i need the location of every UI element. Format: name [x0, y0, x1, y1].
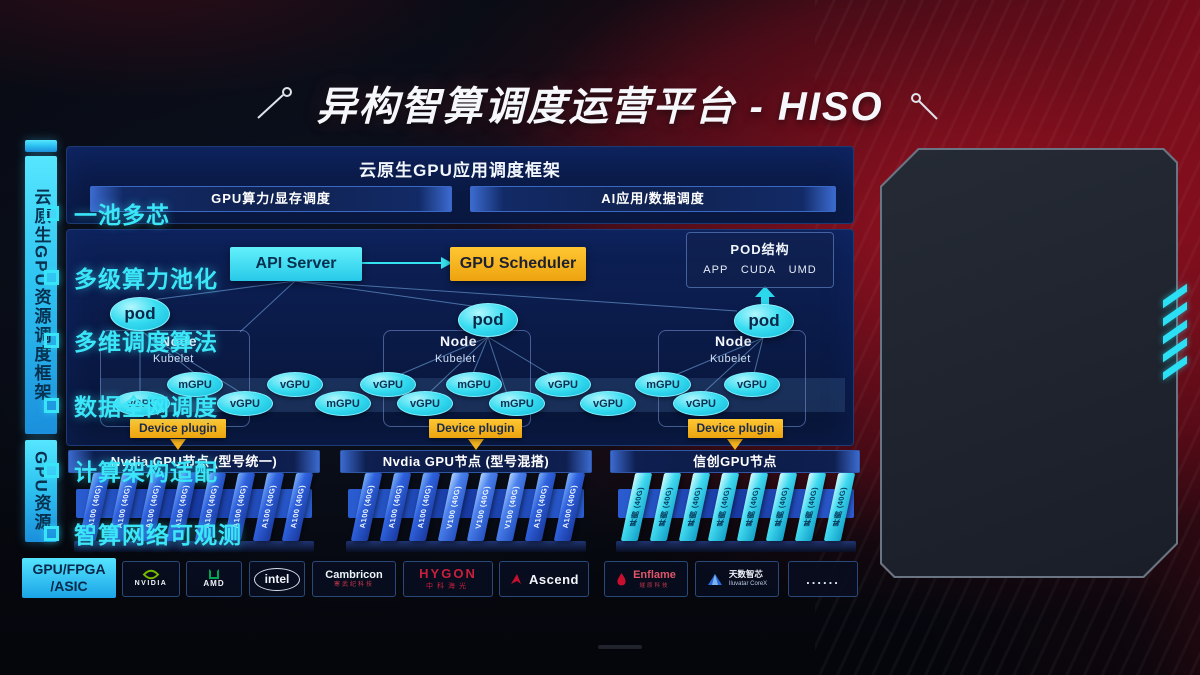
pod-struct-item-cuda: CUDA — [740, 264, 777, 276]
gpu-ellipse: vGPU — [267, 372, 323, 397]
title-left-circuit-decoration — [257, 87, 292, 119]
feature-item: 数据全网调度 — [44, 388, 218, 422]
gpu-ellipse: vGPU — [535, 372, 591, 397]
gpu-ellipse: mGPU — [315, 391, 371, 416]
gpu-ellipse: vGPU — [360, 372, 416, 397]
feature-panel — [880, 148, 1178, 578]
checkbox-bullet-icon — [44, 525, 59, 541]
node-1-kubelet: Kubelet — [153, 353, 194, 365]
feature-item: 多级算力池化 — [44, 260, 218, 294]
gpu-group-1-platform — [74, 541, 314, 552]
node-3-label: Node — [715, 333, 752, 349]
node-2-label: Node — [440, 333, 477, 349]
bar-gpu-compute-vram-scheduling: GPU算力/显存调度 — [90, 186, 452, 212]
title-right-circuit-decoration — [911, 93, 938, 120]
gpu-ellipse: vGPU — [673, 391, 729, 416]
device-plugin-2: Device plugin — [429, 419, 522, 438]
checkbox-bullet-icon — [44, 269, 59, 285]
iluvatar-triangle-icon — [707, 573, 722, 585]
pod-struct-title: POD结构 — [730, 242, 790, 257]
chip-label-line1: GPU/FPGA — [32, 561, 106, 578]
logo-nvidia: NVIDIA — [122, 561, 180, 597]
feature-panel-surface — [882, 150, 1176, 576]
logo-enflame: Enflame 燧原科技 — [604, 561, 688, 597]
gpu-group-2-platform — [346, 541, 586, 552]
gpu-ellipse: mGPU — [446, 372, 502, 397]
footer-mark — [598, 645, 642, 649]
intel-oval-icon: intel — [253, 567, 301, 591]
logo-iluvatar: 天数智芯 Iluvatar CoreX — [695, 561, 779, 597]
amd-square-icon — [209, 569, 219, 580]
pod-struct-box: POD结构 APP CUDA UMD — [686, 232, 834, 288]
arrow-pod-to-podstruct — [755, 286, 775, 306]
bar-ai-app-data-scheduling: AI应用/数据调度 — [470, 186, 836, 212]
node-2-kubelet: Kubelet — [435, 353, 476, 365]
gpu-ellipse: mGPU — [635, 372, 691, 397]
logo-amd: AMD — [186, 561, 242, 597]
app-framework-title: 云原生GPU应用调度框架 — [359, 161, 561, 180]
api-server-box: API Server — [230, 247, 362, 281]
gpu-ellipse: vGPU — [580, 391, 636, 416]
logo-intel: intel — [249, 561, 305, 597]
gpu-ellipse: mGPU — [167, 372, 223, 397]
checkbox-bullet-icon — [44, 332, 59, 348]
arrow-deviceplugin-1 — [170, 439, 186, 450]
gpu-ellipse: vGPU — [217, 391, 273, 416]
pod-ellipse-3: pod — [734, 304, 794, 338]
nvidia-eye-icon — [142, 570, 160, 580]
gpu-ellipse: vGPU — [114, 391, 170, 416]
logo-ascend: Ascend — [499, 561, 589, 597]
ascend-icon — [511, 574, 522, 584]
pod-struct-item-app: APP — [703, 264, 729, 276]
checkbox-bullet-icon — [44, 397, 59, 413]
rail-gpu-resources: GPU资源 — [25, 440, 57, 542]
rail-label: 云原生GPU资源调度框架 — [31, 188, 51, 402]
gpu-scheduler-box: GPU Scheduler — [450, 247, 586, 281]
feature-item: 计算架构适配 — [44, 453, 218, 487]
gpu-fpga-asic-label: GPU/FPGA /ASIC — [22, 558, 116, 598]
logo-hygon: HYGON 中科海光 — [403, 561, 493, 597]
node-1-label: Node — [160, 333, 197, 349]
pod-struct-item-umd: UMD — [788, 264, 817, 276]
gpu-group-3-header: 信创GPU节点 — [610, 450, 860, 473]
logo-cambricon: Cambricon 寒武纪科技 — [312, 561, 396, 597]
arrow-api-to-scheduler — [441, 257, 452, 269]
arrow-deviceplugin-2 — [468, 439, 484, 450]
gpu-group-1-header: Nvdia GPU节点 (型号统一) — [68, 450, 320, 473]
arrow-deviceplugin-3 — [727, 439, 743, 450]
chip-label-line2: /ASIC — [50, 578, 88, 594]
pod-ellipse-1: pod — [110, 297, 170, 331]
feature-item: 一池多芯 — [44, 196, 170, 230]
page-title: 异构智算调度运营平台 - HISO — [316, 85, 884, 129]
node-3-kubelet: Kubelet — [710, 353, 751, 365]
logo-more: ...... — [788, 561, 858, 597]
device-plugin-1: Device plugin — [130, 419, 226, 438]
gpu-group-3-platform — [616, 541, 856, 552]
rail-scheduling-framework: 云原生GPU资源调度框架 — [25, 156, 57, 434]
enflame-flame-icon — [617, 572, 626, 585]
gpu-group-2-header: Nvdia GPU节点 (型号混搭) — [340, 450, 592, 473]
feature-item: 多维调度算法 — [44, 323, 218, 357]
gpu-ellipse: vGPU — [397, 391, 453, 416]
gpu-ellipse: vGPU — [724, 372, 780, 397]
gpu-ellipse: mGPU — [489, 391, 545, 416]
rail-top-notch — [25, 140, 57, 152]
checkbox-bullet-icon — [44, 462, 59, 478]
device-plugin-3: Device plugin — [688, 419, 783, 438]
checkbox-bullet-icon — [44, 205, 59, 221]
pod-ellipse-2: pod — [458, 303, 518, 337]
feature-item: 智算网络可观测 — [44, 516, 242, 550]
